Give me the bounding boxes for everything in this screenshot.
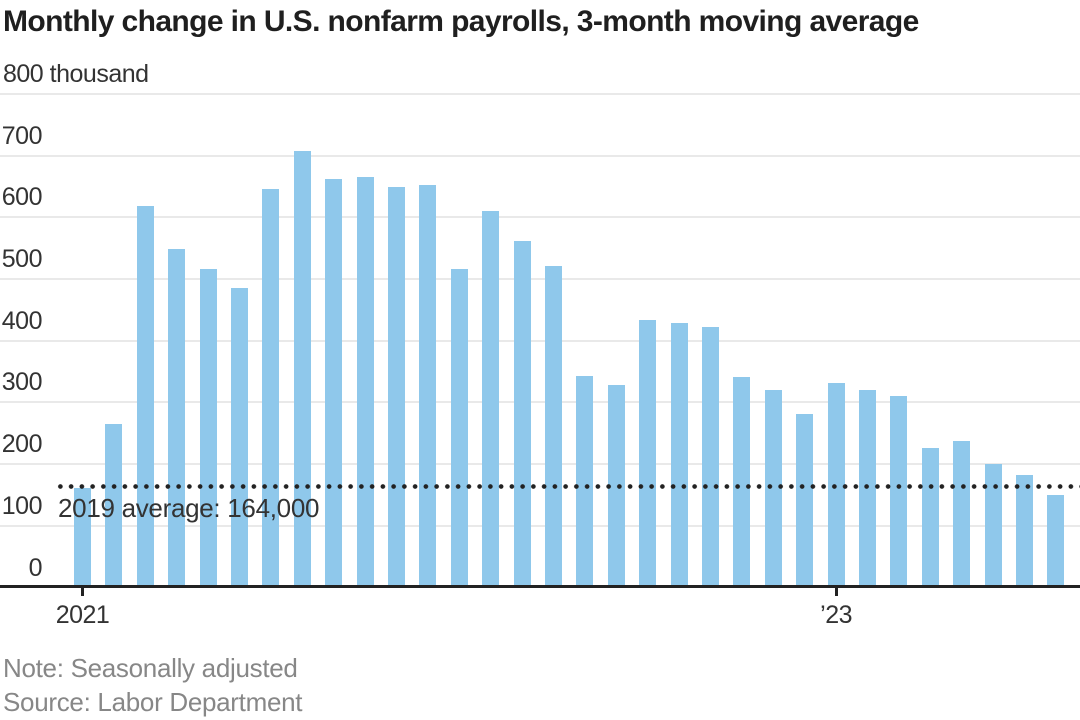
bar-jul-2023 [1016,475,1033,586]
bar-sep-2022 [702,327,719,586]
bar-nov-2021 [388,186,405,586]
y-axis-label: 800 thousand [3,60,149,88]
y-axis-label: 700 [1,121,43,150]
y-axis-label: 500 [1,245,43,274]
reference-line-label: 2019 average: 164,000 [58,493,320,523]
bar-dec-2022 [796,414,814,586]
bar-jun-2023 [984,463,1002,586]
bar-may-2022 [576,375,594,586]
y-axis-label: 100 [1,491,43,520]
bar-jan-2022 [450,268,468,586]
gridline [0,401,1080,404]
bar-apr-2023 [921,447,939,586]
bar-mar-2023 [890,396,908,586]
y-axis-label: 300 [1,368,43,397]
y-axis-label: 200 [1,430,43,459]
chart-note: Note: Seasonally adjusted [3,653,298,683]
y-axis-label: 0 [28,553,43,582]
gridline [0,463,1080,466]
bar-aug-2023 [1047,495,1065,586]
gridline [0,154,1080,157]
bar-apr-2022 [545,265,562,586]
bar-may-2021 [199,268,217,586]
gridline [0,93,1080,95]
bar-aug-2022 [670,322,688,586]
x-axis-line [0,584,1080,588]
x-axis-label: 2021 [55,601,110,629]
bar-sep-2021 [325,179,343,586]
x-axis-tick [834,588,838,596]
bar-jul-2022 [639,319,657,586]
gridline [0,339,1080,342]
bar-oct-2022 [733,376,751,586]
gridline [0,216,1080,219]
bar-mar-2022 [513,241,531,586]
chart-source: Source: Labor Department [3,687,303,717]
bar-oct-2021 [356,177,374,586]
reference-dotted-line [55,483,1080,489]
gridline [0,278,1080,281]
bar-jul-2021 [262,189,280,586]
chart-title: Monthly change in U.S. nonfarm payrolls,… [3,5,919,38]
x-axis-label: ’23 [820,601,853,629]
gridline [0,524,1080,527]
y-axis-label: 600 [1,183,43,212]
bar-jun-2021 [231,288,248,586]
y-axis-label: 400 [1,306,43,335]
bar-may-2023 [953,441,971,586]
bar-feb-2021 [105,424,123,586]
bar-aug-2021 [293,151,311,586]
x-axis-tick [81,588,84,596]
bar-mar-2021 [136,206,154,586]
bar-apr-2021 [168,248,186,586]
bar-feb-2022 [482,210,500,586]
bar-jan-2021 [74,487,91,586]
bar-dec-2021 [419,184,437,586]
